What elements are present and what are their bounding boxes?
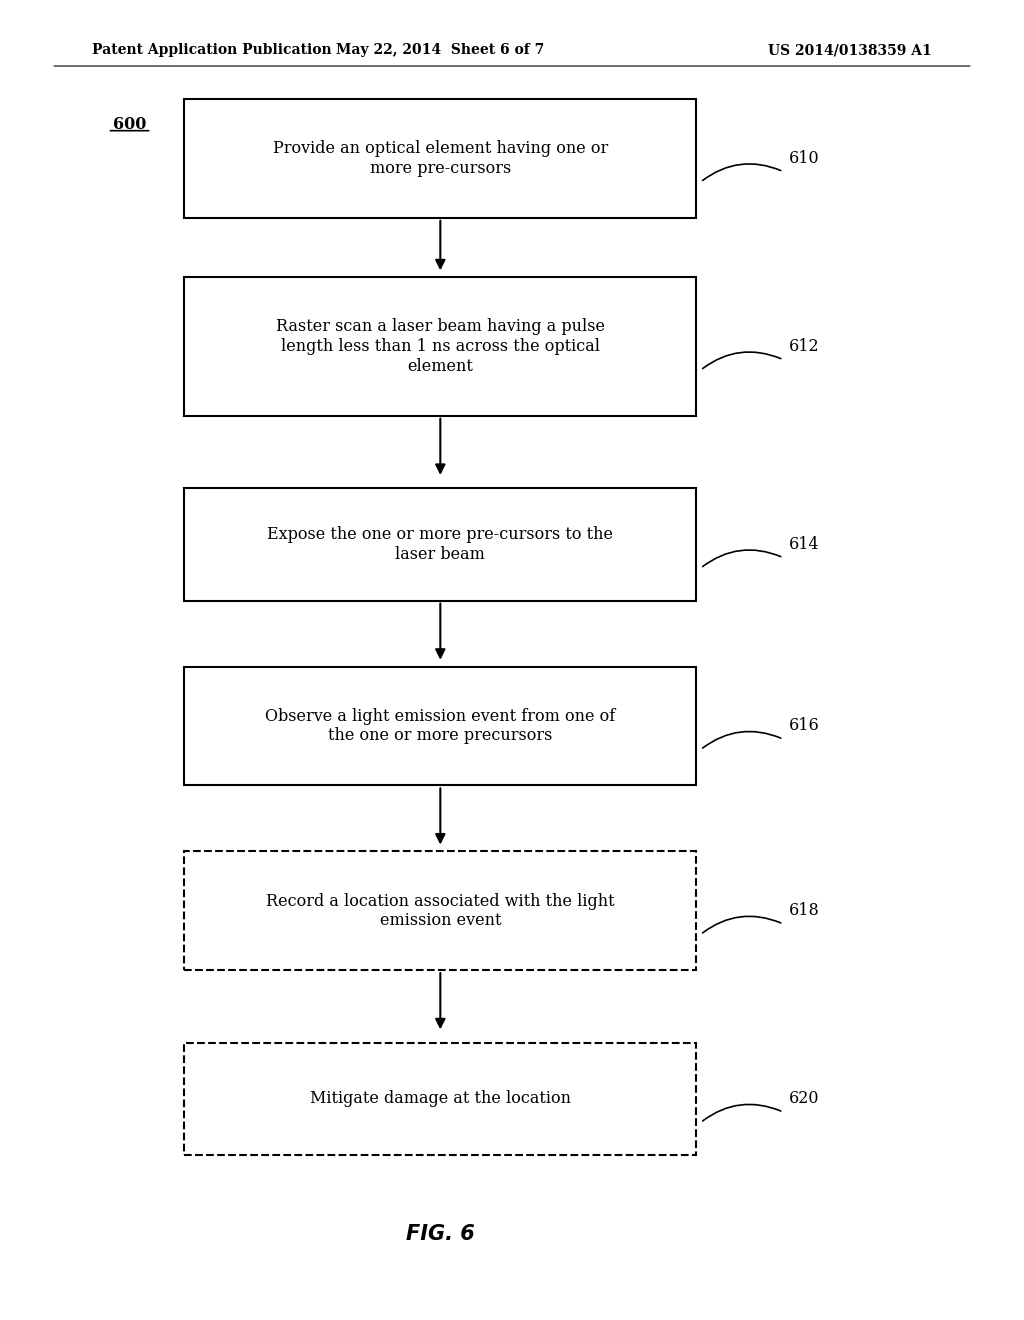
- Text: Raster scan a laser beam having a pulse
length less than 1 ns across the optical: Raster scan a laser beam having a pulse …: [275, 318, 605, 375]
- Text: 616: 616: [788, 718, 819, 734]
- Text: 620: 620: [788, 1090, 819, 1107]
- Text: Observe a light emission event from one of
the one or more precursors: Observe a light emission event from one …: [265, 708, 615, 744]
- FancyBboxPatch shape: [184, 667, 696, 785]
- Text: 614: 614: [788, 536, 819, 553]
- FancyBboxPatch shape: [184, 851, 696, 970]
- Text: Record a location associated with the light
emission event: Record a location associated with the li…: [266, 892, 614, 929]
- Text: 600: 600: [113, 116, 146, 132]
- Text: 612: 612: [788, 338, 819, 355]
- Text: Provide an optical element having one or
more pre-cursors: Provide an optical element having one or…: [272, 140, 608, 177]
- Text: May 22, 2014  Sheet 6 of 7: May 22, 2014 Sheet 6 of 7: [336, 44, 545, 57]
- Text: Expose the one or more pre-cursors to the
laser beam: Expose the one or more pre-cursors to th…: [267, 527, 613, 562]
- FancyBboxPatch shape: [184, 99, 696, 218]
- Text: FIG. 6: FIG. 6: [406, 1224, 475, 1245]
- Text: 610: 610: [788, 150, 819, 166]
- Text: Mitigate damage at the location: Mitigate damage at the location: [310, 1090, 570, 1107]
- FancyBboxPatch shape: [184, 488, 696, 601]
- Text: US 2014/0138359 A1: US 2014/0138359 A1: [768, 44, 932, 57]
- Text: 618: 618: [788, 903, 819, 919]
- Text: Patent Application Publication: Patent Application Publication: [92, 44, 332, 57]
- FancyBboxPatch shape: [184, 277, 696, 416]
- FancyBboxPatch shape: [184, 1043, 696, 1155]
